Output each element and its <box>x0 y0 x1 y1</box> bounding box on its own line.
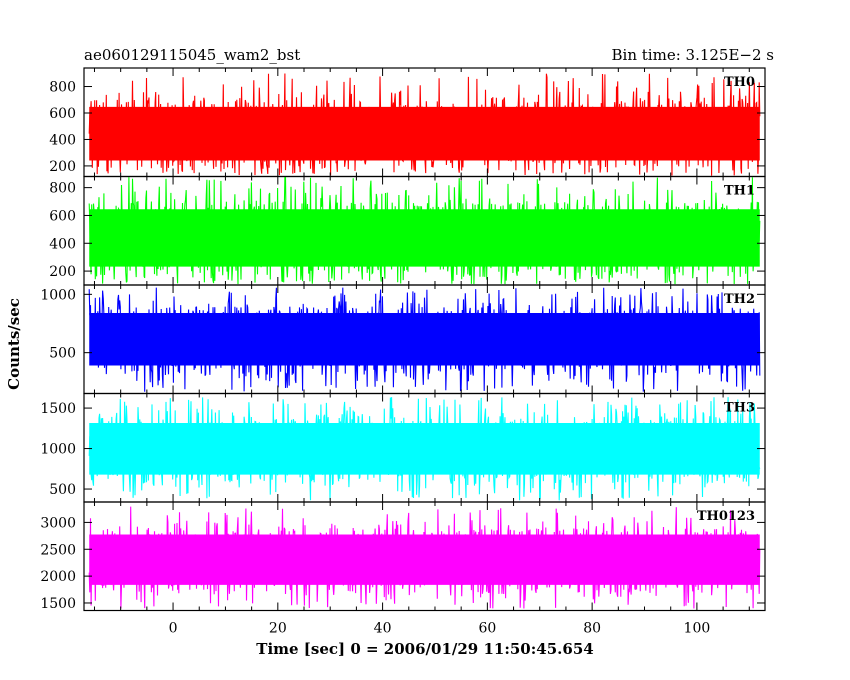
chart-title: ae060129115045_wam2_bst <box>84 46 300 64</box>
y-tick-label: 1500 <box>40 401 76 417</box>
y-tick-label: 1000 <box>40 442 76 458</box>
panel-th1: 200 400 600 800 TH1 <box>49 175 766 286</box>
y-tick-label: 1000 <box>40 287 76 303</box>
x-tick-label: 80 <box>583 621 601 637</box>
series-band-th3 <box>89 423 760 475</box>
x-tick-label: 60 <box>478 621 496 637</box>
y-tick-label: 3000 <box>40 515 76 531</box>
panel-label: TH1 <box>724 184 755 199</box>
x-tick-label: 100 <box>684 621 711 637</box>
series-band-th0123 <box>89 534 760 585</box>
panel-th2: 500 1000 TH2 <box>40 284 766 395</box>
y-tick-label: 1500 <box>40 596 76 612</box>
chart-subtitle: Bin time: 3.125E−2 s <box>612 46 774 64</box>
y-tick-label: 500 <box>49 346 76 362</box>
y-axis-label: Counts/sec <box>5 298 23 390</box>
y-tick-label: 800 <box>49 80 76 96</box>
panel-frame <box>83 501 766 612</box>
panel-label: TH2 <box>724 292 755 307</box>
panel-th0: 200 400 600 800 TH0 <box>49 67 766 178</box>
series-band-th1 <box>89 209 760 267</box>
panel-label: TH3 <box>724 401 755 416</box>
series-band-th2 <box>89 313 760 366</box>
series-band-th0 <box>89 106 760 161</box>
y-tick-label: 200 <box>49 159 76 175</box>
y-tick-label: 800 <box>49 181 76 197</box>
panel-th0123: 1500 2000 2500 3000 TH0123 <box>40 501 766 612</box>
x-tick-label: 20 <box>269 621 287 637</box>
x-tick-label: 40 <box>374 621 392 637</box>
x-axis-label: Time [sec] 0 = 2006/01/29 11:50:45.654 <box>256 640 593 658</box>
x-tick-label: 0 <box>169 621 178 637</box>
y-tick-label: 2000 <box>40 569 76 585</box>
y-tick-label: 400 <box>49 132 76 148</box>
y-tick-label: 2500 <box>40 542 76 558</box>
y-tick-label: 400 <box>49 236 76 252</box>
y-tick-label: 500 <box>49 482 76 498</box>
y-tick-label: 200 <box>49 264 76 280</box>
y-tick-label: 600 <box>49 208 76 224</box>
panel-label: TH0 <box>724 75 755 90</box>
panel-label: TH0123 <box>697 509 755 524</box>
panel-th3: 500 1000 1500 TH3 <box>40 392 766 503</box>
y-tick-label: 600 <box>49 106 76 122</box>
